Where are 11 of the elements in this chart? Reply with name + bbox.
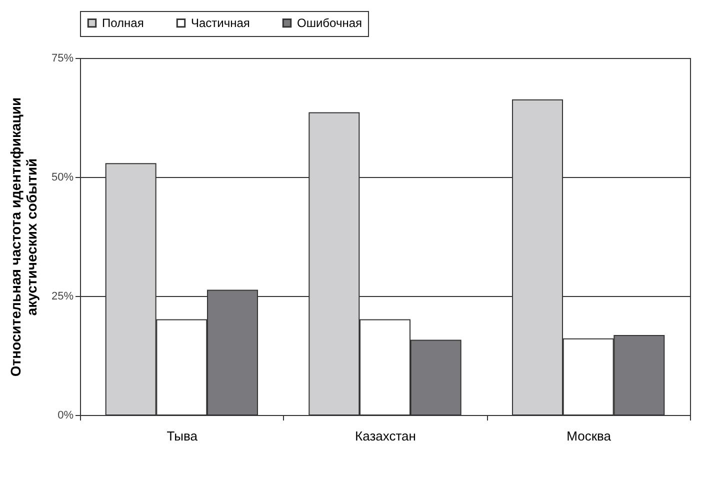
y-tick-label: 0%	[58, 410, 74, 422]
x-tick-label: Казахстан	[355, 428, 416, 444]
legend-label: Ошибочная	[297, 16, 362, 30]
legend-label: Частичная	[191, 16, 250, 30]
y-axis-title: Относительная частота идентификации акустических событий	[7, 97, 40, 377]
legend-label: Полная	[102, 16, 144, 30]
x-tick-label: Тыва	[166, 428, 198, 444]
y-tick-label: 25%	[51, 290, 74, 302]
x-tick-label: Москва	[566, 428, 612, 444]
y-tick-label: 75%	[51, 52, 74, 64]
y-tick-label: 50%	[51, 172, 74, 184]
